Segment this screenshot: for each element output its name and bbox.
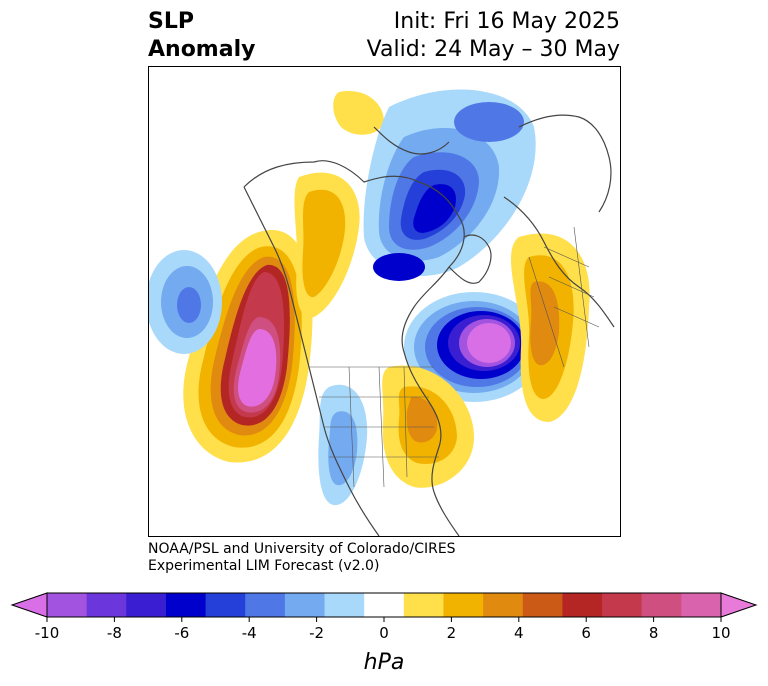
political-borders <box>309 226 600 488</box>
colorbar-segment <box>681 593 722 617</box>
colorbar-tick-label: 0 <box>379 624 389 642</box>
colorbar-segment <box>165 593 207 617</box>
colorbar-segment <box>245 593 286 617</box>
credit-text: NOAA/PSL and University of Colorado/CIRE… <box>148 541 456 575</box>
west-pacific-low-anomaly <box>149 250 222 354</box>
colorbar-segment <box>47 593 88 617</box>
colorbar-tick-label: 6 <box>581 624 591 642</box>
colorbar-segment <box>324 593 365 617</box>
colorbar-segment <box>126 593 167 617</box>
colorbar-tick-label: -10 <box>35 624 60 642</box>
colorbar-segment <box>86 593 127 617</box>
valid-range: Valid: 24 May – 30 May <box>366 37 620 62</box>
coastlines <box>243 114 615 536</box>
colorbar-extend-min <box>10 592 48 618</box>
colorbar-segment <box>403 593 444 617</box>
colorbar-segment <box>602 593 643 617</box>
title-line-slp: SLP <box>148 9 194 34</box>
colorbar-tick-label: -8 <box>107 624 122 642</box>
colorbar-ticks: -10 -8 -6 -4 -2 0 2 4 6 8 10 <box>35 617 731 642</box>
colorbar: -10 -8 -6 -4 -2 0 2 4 6 8 10 hPa <box>10 592 758 675</box>
arctic-low-anomaly <box>363 89 536 281</box>
colorbar-segment <box>562 593 603 617</box>
colorbar-tick-label: 8 <box>649 624 659 642</box>
title-line-anomaly: Anomaly <box>148 37 256 62</box>
colorbar-tick-label: 10 <box>711 624 730 642</box>
colorbar-unit-label: hPa <box>364 650 405 675</box>
map-title-dates: Init: Fri 16 May 2025 Valid: 24 May – 30… <box>367 8 620 64</box>
north-america-positive-anomaly <box>294 91 384 318</box>
colorbar-extend-max <box>720 592 758 618</box>
credit-line-org: NOAA/PSL and University of Colorado/CIRE… <box>148 541 456 557</box>
credit-line-product: Experimental LIM Forecast (v2.0) <box>148 558 380 574</box>
colorbar-segment <box>641 593 682 617</box>
north-atlantic-low-anomaly <box>404 292 544 402</box>
colorbar-tick-label: -6 <box>174 624 189 642</box>
europe-positive-anomaly <box>510 233 590 422</box>
pacific-high-anomaly <box>183 229 313 463</box>
colorbar-segments <box>10 592 758 618</box>
colorbar-tick-label: -4 <box>242 624 257 642</box>
colorbar-tick-label: 2 <box>447 624 457 642</box>
init-date: Init: Fri 16 May 2025 <box>393 9 620 34</box>
slp-anomaly-map <box>148 66 621 537</box>
colorbar-tick-label: -2 <box>309 624 324 642</box>
colorbar-segment <box>205 593 246 617</box>
colorbar-segment <box>364 593 405 617</box>
colorbar-tick-label: 4 <box>514 624 524 642</box>
map-title-variable: SLP Anomaly <box>148 8 255 64</box>
colorbar-segment <box>284 593 326 617</box>
map-svg <box>149 89 615 536</box>
colorbar-segment <box>483 593 524 617</box>
us-interior-low-anomaly <box>318 384 368 506</box>
colorbar-segment <box>443 593 484 617</box>
colorbar-segment <box>522 593 563 617</box>
